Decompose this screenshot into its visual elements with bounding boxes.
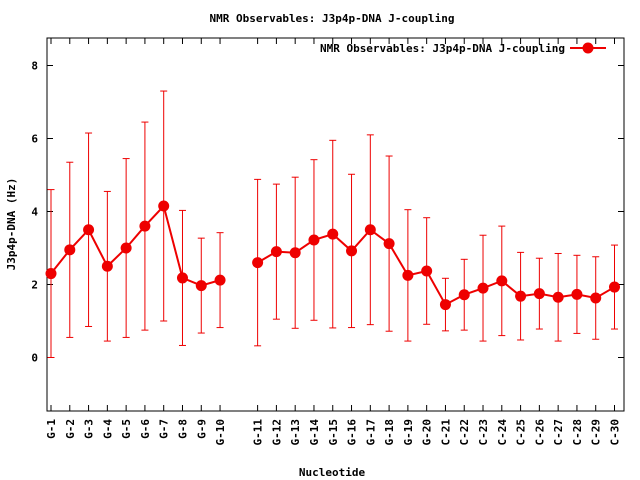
- x-tick-label: G-8: [176, 419, 189, 439]
- data-point: [83, 224, 95, 236]
- y-tick-label: 2: [31, 279, 38, 292]
- x-tick-label: C-30: [609, 419, 622, 446]
- legend: NMR Observables: J3p4p-DNA J-coupling: [320, 42, 606, 55]
- x-tick-label: G-16: [346, 419, 359, 446]
- y-axis-label: J3p4p-DNA (Hz): [5, 178, 18, 271]
- x-tick-label: C-22: [458, 419, 471, 446]
- data-point: [421, 265, 433, 277]
- x-tick-label: G-12: [270, 419, 283, 446]
- data-point: [346, 245, 358, 257]
- data-point: [252, 257, 264, 269]
- data-point: [214, 274, 226, 286]
- x-tick-label: C-25: [515, 419, 528, 446]
- data-point: [439, 299, 451, 311]
- plot-frame: [46, 37, 625, 412]
- data-points: [45, 200, 620, 311]
- data-point: [139, 220, 151, 232]
- x-tick-label: G-7: [158, 419, 171, 439]
- y-tick-label: 8: [31, 60, 38, 73]
- x-tick-label: G-17: [364, 419, 377, 446]
- x-tick-label: C-24: [496, 419, 509, 446]
- x-tick-label: C-29: [590, 419, 603, 446]
- y-axis: 0 2 4 6 8: [31, 60, 624, 365]
- x-tick-label: G-2: [64, 419, 77, 439]
- data-point: [477, 282, 489, 294]
- x-tick-label: G-15: [327, 419, 340, 446]
- x-tick-label: G-5: [120, 419, 133, 439]
- data-point: [45, 268, 57, 280]
- x-tick-label: G-11: [252, 419, 265, 446]
- error-bars: [47, 90, 618, 358]
- x-tick-label: G-6: [139, 419, 152, 439]
- x-tick-label: G-3: [83, 419, 96, 439]
- x-tick-label: C-27: [552, 419, 565, 446]
- x-tick-label: C-21: [439, 419, 452, 446]
- legend-label: NMR Observables: J3p4p-DNA J-coupling: [320, 42, 565, 55]
- data-point: [364, 224, 376, 236]
- x-axis: G-1 G-2 G-3 G-4 G-5 G-6 G-7 G-8 G-9 G-10 G-11 G-12 G…: [45, 38, 622, 446]
- chart-title: NMR Observables: J3p4p-DNA J-coupling: [209, 12, 454, 25]
- data-point: [383, 238, 395, 250]
- data-point: [458, 289, 470, 301]
- data-point: [533, 288, 545, 300]
- y-tick-label: 6: [31, 133, 38, 146]
- x-tick-label: C-26: [533, 419, 546, 446]
- data-point: [64, 244, 76, 256]
- x-tick-label: G-10: [214, 419, 227, 446]
- data-point: [496, 275, 508, 287]
- x-tick-label: G-19: [402, 419, 415, 446]
- x-axis-label: Nucleotide: [299, 466, 366, 479]
- series-line: [50, 204, 221, 287]
- x-tick-label: G-9: [195, 419, 208, 439]
- data-point: [609, 281, 620, 293]
- x-tick-label: C-28: [571, 419, 584, 446]
- data-point: [402, 269, 414, 281]
- data-point: [176, 272, 188, 284]
- legend-marker: [582, 42, 594, 54]
- x-tick-label: G-1: [45, 419, 58, 439]
- data-point: [289, 247, 301, 259]
- data-point: [590, 292, 602, 304]
- data-point: [327, 228, 339, 240]
- data-point: [101, 260, 113, 272]
- y-tick-label: 0: [31, 352, 38, 365]
- data-point: [195, 280, 207, 292]
- data-point: [571, 288, 583, 300]
- data-point: [120, 242, 132, 254]
- data-point: [158, 200, 170, 212]
- y-tick-label: 4: [31, 206, 38, 219]
- data-point: [308, 234, 320, 246]
- x-tick-label: G-20: [421, 419, 434, 446]
- data-point: [552, 291, 564, 303]
- x-tick-label: C-23: [477, 419, 490, 446]
- data-point: [515, 290, 527, 302]
- data-point: [270, 246, 282, 258]
- x-tick-label: G-14: [308, 419, 321, 446]
- x-tick-label: G-4: [101, 419, 114, 439]
- x-tick-label: G-13: [289, 419, 302, 446]
- x-tick-label: G-18: [383, 419, 396, 446]
